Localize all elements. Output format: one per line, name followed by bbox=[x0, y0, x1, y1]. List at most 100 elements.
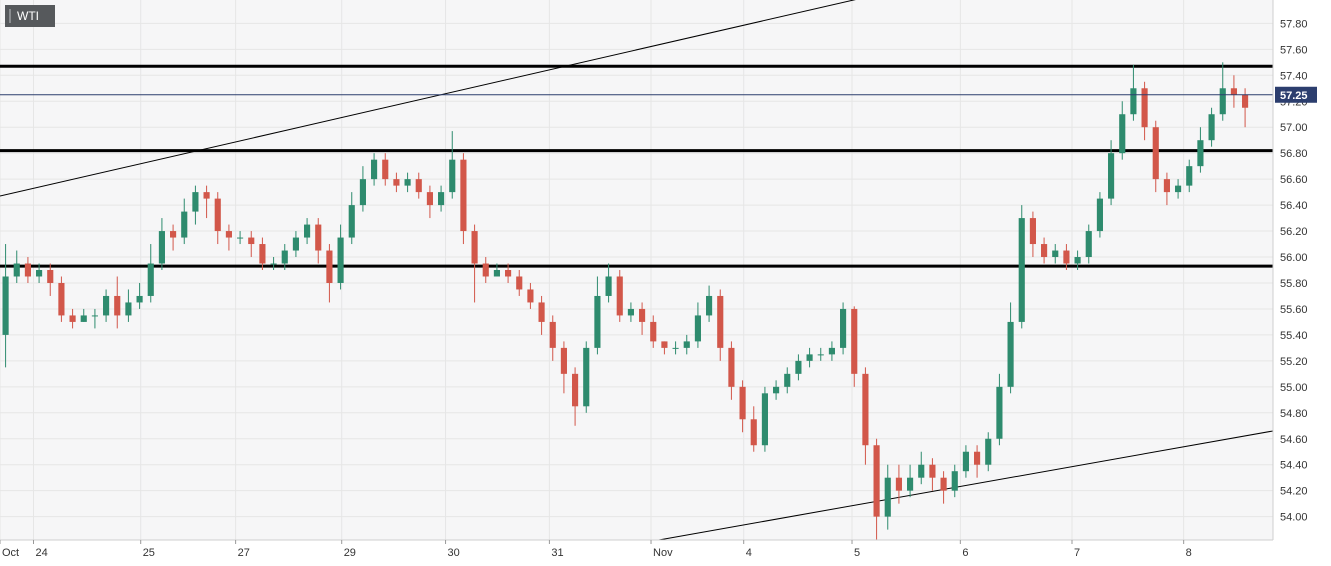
candle-body bbox=[36, 270, 43, 277]
y-tick-label: 56.20 bbox=[1280, 226, 1308, 238]
y-tick-label: 54.20 bbox=[1280, 486, 1308, 498]
y-tick-label: 57.80 bbox=[1280, 18, 1308, 30]
x-tick-label: 30 bbox=[448, 547, 460, 559]
candle-body bbox=[1141, 88, 1148, 128]
candle-body bbox=[214, 198, 221, 232]
candle-body bbox=[951, 471, 958, 491]
candle-body bbox=[237, 237, 244, 239]
candle-body bbox=[773, 386, 780, 394]
candle-body bbox=[538, 302, 545, 322]
candle-body bbox=[147, 263, 154, 296]
y-tick-label: 55.60 bbox=[1280, 304, 1308, 316]
y-tick-label: 56.60 bbox=[1280, 174, 1308, 186]
candle-body bbox=[985, 438, 992, 465]
symbol-badge[interactable]: WTI bbox=[5, 5, 55, 27]
candle-body bbox=[326, 250, 333, 283]
candle-body bbox=[661, 341, 668, 348]
y-tick-label: 57.00 bbox=[1280, 122, 1308, 134]
candle-body bbox=[560, 347, 567, 374]
candle-body bbox=[639, 308, 646, 322]
candle-body bbox=[13, 263, 20, 277]
candle-body bbox=[1219, 88, 1226, 115]
candle-body bbox=[47, 270, 54, 283]
candle-body bbox=[828, 347, 835, 355]
candle-body bbox=[761, 393, 768, 446]
candle-body bbox=[683, 341, 690, 348]
candle-body bbox=[1029, 218, 1036, 245]
candle-body bbox=[516, 276, 523, 290]
y-axis: 54.00 54.20 54.40 54.60 54.80 55.00 55.20 55.40… bbox=[1272, 0, 1331, 566]
candle-body bbox=[348, 205, 355, 238]
candle-body bbox=[449, 159, 456, 193]
x-tick-label: 31 bbox=[551, 547, 563, 559]
y-tick-label: 56.80 bbox=[1280, 148, 1308, 160]
candle-body bbox=[1052, 250, 1059, 258]
candle-body bbox=[694, 315, 701, 342]
y-tick-label: 54.80 bbox=[1280, 408, 1308, 420]
x-tick-label: 8 bbox=[1186, 547, 1192, 559]
candle-body bbox=[158, 231, 165, 264]
candle-body bbox=[1208, 114, 1215, 141]
candle-body bbox=[1130, 88, 1137, 115]
candle-body bbox=[281, 250, 288, 264]
candle-body bbox=[1018, 218, 1025, 322]
candle-body bbox=[393, 179, 400, 186]
candle-body bbox=[583, 347, 590, 407]
support-resistance-levels bbox=[0, 64, 1273, 268]
candle-body bbox=[69, 315, 76, 322]
candle-body bbox=[1186, 166, 1193, 186]
candle-body bbox=[717, 295, 724, 348]
x-tick-label: 27 bbox=[238, 547, 250, 559]
candle-body bbox=[907, 477, 914, 491]
candle-body bbox=[192, 192, 199, 212]
candle-body bbox=[292, 237, 299, 251]
y-tick-label: 56.00 bbox=[1280, 252, 1308, 264]
grid bbox=[0, 0, 1273, 540]
candle-body bbox=[505, 270, 512, 277]
candle-body bbox=[873, 445, 880, 517]
candle-body bbox=[706, 295, 713, 316]
candles bbox=[2, 62, 1249, 540]
x-tick-label: 29 bbox=[344, 547, 356, 559]
candle-body bbox=[572, 373, 579, 407]
candle-body bbox=[1063, 250, 1070, 264]
candle-body bbox=[929, 464, 936, 478]
candle-body bbox=[270, 263, 277, 265]
candle-body bbox=[125, 302, 132, 316]
candle-body bbox=[851, 308, 858, 374]
candle-body bbox=[1197, 140, 1204, 167]
candle-body bbox=[1230, 88, 1237, 95]
candle-body bbox=[962, 451, 969, 472]
candle-body bbox=[371, 159, 378, 180]
candle-body bbox=[471, 231, 478, 264]
candle-body bbox=[1041, 244, 1048, 258]
x-tick-label: 7 bbox=[1074, 547, 1080, 559]
x-axis-background bbox=[0, 540, 1273, 566]
y-tick-label: 57.60 bbox=[1280, 44, 1308, 56]
y-tick-label: 56.40 bbox=[1280, 200, 1308, 212]
candle-body bbox=[415, 179, 422, 193]
y-tick-label: 54.00 bbox=[1280, 512, 1308, 524]
candle-body bbox=[672, 347, 679, 349]
candle-body bbox=[1108, 153, 1115, 199]
candle-body bbox=[337, 237, 344, 283]
y-tick-label: 55.40 bbox=[1280, 330, 1308, 342]
candle-body bbox=[784, 373, 791, 387]
candle-body bbox=[248, 237, 255, 245]
x-tick-label: 6 bbox=[962, 547, 968, 559]
candle-body bbox=[795, 360, 802, 374]
y-tick-label: 57.40 bbox=[1280, 70, 1308, 82]
candle-body bbox=[58, 282, 65, 316]
candle-body bbox=[728, 347, 735, 387]
candle-body bbox=[996, 386, 1003, 439]
candle-body bbox=[918, 464, 925, 478]
candle-body bbox=[493, 270, 500, 277]
candle-body bbox=[862, 373, 869, 446]
candle-body bbox=[404, 179, 411, 186]
candle-body bbox=[806, 354, 813, 361]
candle-body bbox=[1096, 198, 1103, 232]
candle-body bbox=[24, 263, 31, 277]
y-tick-label: 55.20 bbox=[1280, 356, 1308, 368]
candle-body bbox=[739, 386, 746, 420]
